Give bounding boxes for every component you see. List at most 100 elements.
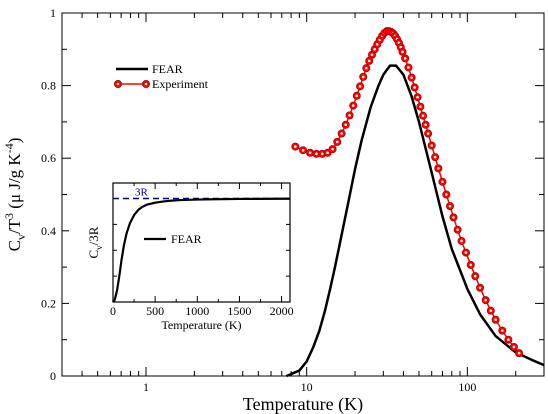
experiment-data-point bbox=[352, 91, 361, 100]
experiment-data-point bbox=[365, 56, 374, 65]
inset-3r-annotation: 3R bbox=[135, 187, 149, 199]
experiment-data-point bbox=[306, 148, 315, 157]
inset-legend-fear-label: FEAR bbox=[171, 232, 202, 246]
experiment-marker-dot bbox=[375, 42, 379, 46]
experiment-marker-dot bbox=[421, 114, 425, 118]
experiment-data-point bbox=[471, 272, 480, 281]
experiment-data-point bbox=[410, 83, 419, 92]
experiment-marker-dot bbox=[494, 318, 497, 322]
experiment-marker-dot bbox=[441, 180, 444, 184]
inset-axis-ticks: 0 500 1000 1500 2000 bbox=[110, 183, 294, 318]
experiment-data-point bbox=[291, 142, 300, 151]
experiment-marker-dot bbox=[373, 48, 376, 51]
experiment-marker-dot bbox=[448, 204, 452, 208]
inset-x-tick-label: 1500 bbox=[227, 304, 251, 318]
experiment-marker-dot bbox=[433, 155, 437, 159]
experiment-marker-dot bbox=[315, 152, 318, 156]
experiment-marker-dot bbox=[320, 152, 324, 156]
experiment-marker-dot bbox=[469, 263, 473, 267]
experiment-marker-dot bbox=[426, 132, 430, 135]
experiment-data-point bbox=[453, 225, 462, 234]
inset-plot-frame bbox=[112, 182, 291, 303]
experiment-marker-dot bbox=[413, 86, 416, 89]
inset-y-axis-label: Cv/3R bbox=[86, 226, 104, 258]
experiment-marker-dot bbox=[340, 132, 343, 135]
experiment-marker-dot bbox=[424, 123, 427, 127]
experiment-data-point bbox=[398, 47, 407, 56]
fear-series-line bbox=[286, 64, 545, 378]
experiment-marker-dot bbox=[331, 147, 334, 151]
experiment-data-point bbox=[434, 164, 443, 173]
main-y-axis-label: Cv/T3 (μ J/g K-4) bbox=[2, 138, 28, 252]
inset-background bbox=[69, 179, 296, 338]
experiment-marker-dot bbox=[437, 167, 440, 170]
experiment-marker-dot bbox=[355, 94, 359, 98]
experiment-data-point bbox=[401, 54, 410, 63]
experiment-marker-dot bbox=[489, 309, 493, 312]
experiment-data-point bbox=[404, 63, 413, 72]
experiment-marker-dot bbox=[367, 59, 371, 63]
inset-series-group: 3R bbox=[112, 187, 290, 303]
main-y-tick-label: 0 bbox=[50, 369, 56, 383]
main-series-group bbox=[286, 27, 545, 378]
experiment-marker-dot bbox=[473, 274, 477, 278]
main-x-tick-label: 100 bbox=[458, 380, 476, 394]
inset-chart: 0 500 1000 1500 2000 3R Temperature (K) Cv/3… bbox=[69, 179, 296, 338]
experiment-marker-dot bbox=[517, 351, 521, 355]
experiment-marker-dot bbox=[512, 345, 516, 349]
inset-x-axis-label: Temperature (K) bbox=[161, 318, 241, 332]
experiment-marker-dot bbox=[430, 144, 433, 147]
legend-experiment-label: Experiment bbox=[152, 77, 209, 91]
experiment-data-point bbox=[504, 335, 513, 344]
experiment-marker-dot bbox=[370, 53, 374, 57]
experiment-data-point bbox=[515, 349, 524, 358]
experiment-data-point bbox=[431, 153, 440, 162]
experiment-data-point bbox=[457, 236, 466, 245]
inset-x-tick-label: 0 bbox=[110, 304, 116, 318]
experiment-data-point bbox=[349, 101, 358, 110]
main-x-tick-label: 1 bbox=[143, 380, 149, 394]
legend-experiment-marker-dot bbox=[116, 82, 120, 86]
experiment-marker-dot bbox=[507, 338, 510, 342]
inset-x-tick-label: 1000 bbox=[185, 304, 209, 318]
experiment-data-point bbox=[299, 146, 308, 155]
experiment-data-point bbox=[466, 260, 475, 269]
experiment-data-point bbox=[356, 82, 365, 91]
inset-legend: FEAR bbox=[144, 232, 202, 246]
experiment-data-point bbox=[419, 111, 428, 120]
experiment-marker-dot bbox=[348, 114, 351, 117]
experiment-data-point bbox=[407, 73, 416, 82]
experiment-marker-dot bbox=[344, 123, 348, 127]
experiment-data-point bbox=[341, 120, 350, 129]
experiment-data-point bbox=[476, 283, 485, 292]
experiment-marker-dot bbox=[456, 228, 459, 232]
experiment-data-point bbox=[416, 102, 425, 111]
inset-x-tick-label: 2000 bbox=[270, 304, 294, 318]
experiment-series-line bbox=[295, 30, 520, 354]
experiment-marker-dot bbox=[301, 148, 305, 152]
experiment-marker-dot bbox=[351, 104, 355, 107]
experiment-marker-dot bbox=[500, 329, 504, 332]
experiment-marker-dot bbox=[335, 140, 339, 144]
main-y-tick-label: 1 bbox=[50, 6, 56, 20]
main-y-tick-label: 0.2 bbox=[41, 296, 56, 310]
main-chart: 0 0.2 0.4 0.6 0.8 1 1 10 100 Temperature (K) Cv/… bbox=[2, 6, 545, 414]
inset-fear-series-line bbox=[112, 197, 290, 303]
experiment-data-point bbox=[442, 190, 451, 199]
experiment-data-point bbox=[345, 111, 354, 120]
legend-experiment-marker-dot bbox=[144, 82, 148, 86]
main-y-tick-label: 0.4 bbox=[41, 224, 56, 238]
experiment-data-point bbox=[413, 93, 422, 102]
main-x-axis-label: Temperature (K) bbox=[243, 394, 363, 414]
experiment-data-point bbox=[421, 120, 430, 129]
legend-fear-label: FEAR bbox=[152, 62, 183, 76]
experiment-marker-dot bbox=[460, 239, 463, 243]
experiment-data-point bbox=[491, 315, 500, 324]
experiment-marker-dot bbox=[407, 66, 410, 69]
inset-x-tick-label: 500 bbox=[146, 304, 164, 318]
experiment-marker-dot bbox=[452, 216, 455, 219]
experiment-data-point bbox=[438, 177, 447, 186]
experiment-marker-dot bbox=[419, 105, 422, 108]
main-axis-ticks: 0 0.2 0.4 0.6 0.8 1 1 10 100 bbox=[41, 6, 544, 394]
experiment-data-point bbox=[481, 296, 490, 305]
